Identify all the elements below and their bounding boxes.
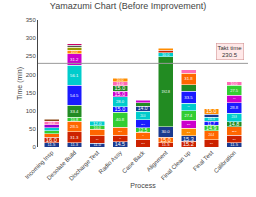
svg-text:18.5: 18.5 [119, 138, 121, 139]
svg-text:22.8: 22.8 [232, 130, 237, 132]
svg-text:10.0: 10.0 [116, 78, 123, 82]
svg-text:40.8: 40.8 [116, 117, 125, 122]
svg-text:11.5: 11.5 [48, 142, 56, 147]
svg-text:Yamazumi Chart (Before Improve: Yamazumi Chart (Before Improvement) [50, 1, 206, 11]
svg-text:15.3: 15.3 [183, 136, 194, 142]
svg-text:30.0: 30.0 [161, 129, 170, 134]
svg-text:11.5: 11.5 [162, 142, 170, 147]
svg-text:20.8: 20.8 [233, 139, 236, 140]
svg-text:Final Clean up: Final Clean up [160, 149, 192, 181]
svg-text:33.4: 33.4 [70, 109, 79, 114]
svg-text:27.5: 27.5 [230, 88, 239, 93]
svg-text:56.1: 56.1 [70, 73, 79, 78]
svg-text:31.2: 31.2 [70, 57, 79, 62]
svg-text:33.5: 33.5 [184, 95, 193, 100]
svg-text:250: 250 [26, 53, 37, 59]
svg-text:12.0: 12.0 [93, 121, 102, 126]
svg-text:16.0: 16.0 [46, 137, 57, 143]
svg-text:Incoming Insp: Incoming Insp [24, 149, 55, 180]
svg-text:10.5: 10.5 [208, 117, 215, 121]
svg-text:28.5: 28.5 [70, 124, 79, 129]
svg-text:11.0: 11.0 [93, 142, 101, 147]
svg-text:192.8: 192.8 [161, 90, 170, 94]
svg-text:15.2: 15.2 [183, 141, 194, 147]
svg-text:19.5: 19.5 [188, 106, 190, 107]
svg-text:Process: Process [130, 182, 156, 189]
svg-text:0: 0 [32, 144, 36, 150]
svg-text:14.5: 14.5 [115, 141, 125, 147]
svg-text:21.2: 21.2 [187, 131, 190, 133]
svg-text:11.7: 11.7 [207, 121, 216, 126]
svg-text:15.0: 15.0 [115, 85, 126, 91]
svg-text:10.8: 10.8 [71, 117, 79, 122]
svg-text:150: 150 [26, 90, 37, 96]
svg-text:Time (min): Time (min) [16, 67, 24, 100]
svg-text:27.4: 27.4 [185, 113, 193, 118]
svg-text:Takt time230.5: Takt time230.5 [218, 45, 243, 59]
svg-text:18.5: 18.5 [142, 135, 144, 136]
svg-text:300: 300 [26, 35, 37, 41]
svg-text:350: 350 [26, 17, 37, 23]
svg-text:10.0: 10.0 [71, 50, 78, 54]
svg-text:14.8: 14.8 [229, 121, 239, 127]
svg-text:23.8: 23.8 [232, 115, 238, 119]
svg-text:20.0: 20.0 [96, 139, 99, 140]
svg-text:15.0: 15.0 [160, 137, 171, 143]
svg-text:Alignment: Alignment [146, 149, 169, 172]
svg-text:10.0: 10.0 [48, 121, 55, 125]
svg-text:14.0: 14.0 [138, 105, 148, 111]
svg-text:31.8: 31.8 [184, 76, 193, 81]
svg-text:24.4: 24.4 [209, 133, 215, 137]
svg-text:22.0: 22.0 [118, 130, 123, 132]
svg-text:10.0: 10.0 [162, 53, 169, 57]
svg-text:18.0: 18.0 [97, 132, 99, 133]
svg-text:21.2: 21.2 [187, 123, 190, 125]
svg-text:50: 50 [29, 126, 36, 132]
svg-text:Calibration: Calibration [213, 150, 238, 175]
svg-text:22.0: 22.0 [141, 123, 146, 125]
svg-text:24.0: 24.0 [140, 114, 146, 118]
svg-text:Discharge Test: Discharge Test [68, 149, 100, 181]
svg-text:19.8: 19.8 [233, 98, 236, 99]
svg-text:11.5: 11.5 [230, 142, 238, 147]
svg-text:Radio Assy: Radio Assy [98, 150, 123, 175]
svg-text:31.3: 31.3 [70, 135, 79, 140]
svg-text:Case Back: Case Back [121, 149, 146, 174]
svg-text:18.3: 18.3 [188, 87, 190, 88]
svg-text:28.0: 28.0 [116, 99, 125, 104]
svg-text:15.0: 15.0 [206, 108, 217, 114]
svg-text:10.0: 10.0 [94, 126, 101, 130]
svg-text:12.5: 12.5 [138, 128, 147, 133]
svg-text:200: 200 [26, 72, 37, 78]
svg-text:10.0: 10.0 [231, 82, 238, 86]
svg-text:28.8: 28.8 [230, 105, 239, 110]
svg-text:11.3: 11.3 [70, 142, 78, 147]
svg-text:20.5: 20.5 [210, 143, 213, 144]
svg-text:11.0: 11.0 [116, 81, 124, 86]
svg-text:Desolate Build: Desolate Build [46, 150, 78, 182]
svg-text:54.5: 54.5 [70, 93, 79, 98]
svg-text:Final Test: Final Test [192, 149, 215, 172]
svg-text:100: 100 [26, 108, 37, 114]
svg-text:14.9: 14.9 [206, 125, 216, 131]
svg-text:21.5: 21.5 [141, 142, 145, 144]
svg-text:15.0: 15.0 [115, 106, 126, 112]
svg-text:15.0: 15.0 [115, 91, 126, 97]
